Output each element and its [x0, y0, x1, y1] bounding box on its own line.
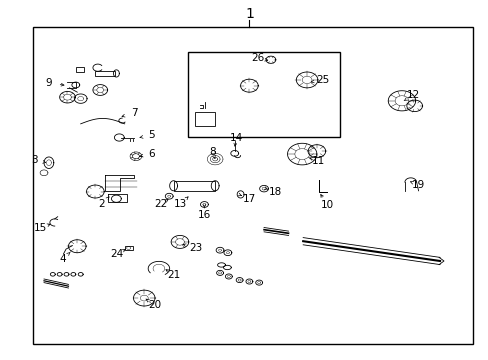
Bar: [76, 67, 83, 72]
Text: 5: 5: [148, 130, 155, 140]
Bar: [124, 246, 132, 250]
Text: 23: 23: [188, 243, 202, 253]
Text: 24: 24: [109, 249, 123, 259]
Text: 4: 4: [59, 254, 66, 264]
Text: 9: 9: [45, 78, 52, 88]
Text: 17: 17: [242, 194, 256, 204]
Text: 12: 12: [406, 90, 419, 100]
Bar: [188, 52, 339, 137]
Text: 2: 2: [98, 199, 105, 210]
Text: 3: 3: [31, 155, 38, 165]
Bar: [173, 181, 215, 191]
Text: 6: 6: [148, 149, 155, 159]
Text: 18: 18: [268, 187, 282, 197]
Text: 25: 25: [315, 75, 329, 85]
Text: 16: 16: [197, 210, 211, 220]
Text: 13: 13: [173, 199, 186, 210]
Text: 14: 14: [229, 133, 243, 143]
Text: 1: 1: [244, 8, 253, 21]
Bar: [194, 112, 215, 126]
Text: 26: 26: [251, 53, 264, 63]
Text: 21: 21: [167, 270, 181, 280]
Text: 7: 7: [131, 108, 138, 118]
Text: 20: 20: [148, 300, 161, 310]
Bar: [95, 71, 115, 76]
Text: 15: 15: [34, 223, 47, 233]
Text: 8: 8: [209, 147, 216, 157]
Text: 11: 11: [311, 156, 325, 166]
Text: 22: 22: [153, 199, 167, 210]
Text: 10: 10: [321, 200, 333, 210]
Bar: [33, 27, 472, 344]
Text: 19: 19: [411, 180, 425, 190]
